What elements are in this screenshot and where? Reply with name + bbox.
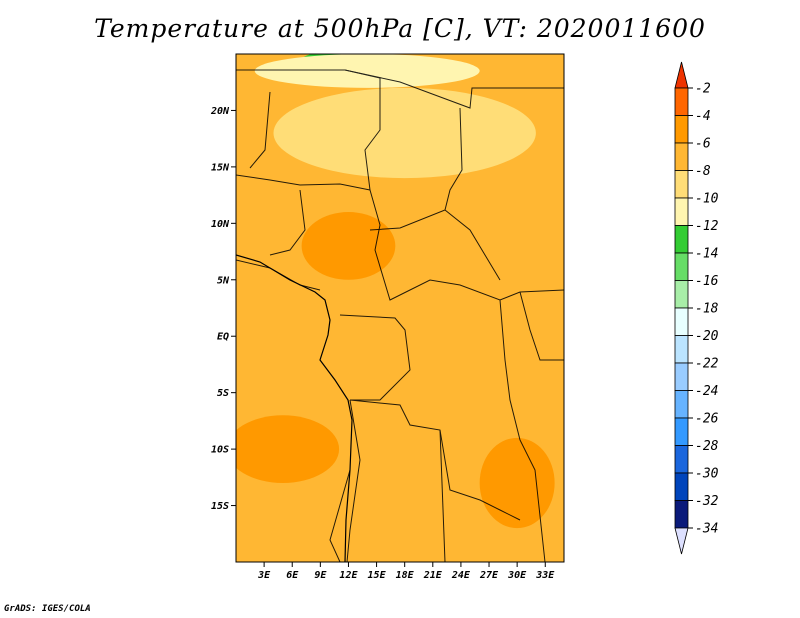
colorbar-box-3	[674, 170, 689, 199]
colorbar-label-14: -30	[695, 467, 719, 482]
map-frame	[235, 53, 565, 563]
colorbar-label-16: -34	[695, 522, 718, 537]
x-tick-label-6: 21E	[423, 570, 443, 581]
region-2	[273, 87, 536, 179]
colorbar-box-12	[674, 417, 689, 446]
colorbar-box-6	[674, 252, 689, 281]
x-tick-label-10: 33E	[535, 570, 555, 581]
x-tick-label-8: 27E	[479, 570, 499, 581]
colorbar-box-5	[674, 225, 689, 254]
colorbar-box-15	[674, 500, 689, 529]
grads-credit: GrADS: IGES/COLA	[4, 604, 91, 614]
colorbar-box-13	[674, 445, 689, 474]
y-tick-label-0: 20N	[210, 106, 230, 117]
y-tick-label-3: 5N	[217, 275, 230, 286]
colorbar-label-10: -22	[695, 357, 719, 372]
colorbar-label-2: -6	[695, 137, 711, 152]
country-borders	[236, 69, 564, 562]
colorbar-box-14	[674, 472, 689, 501]
colorbar-label-13: -28	[695, 439, 719, 454]
y-tick-label-4: EQ	[217, 332, 229, 343]
colorbar-label-1: -4	[695, 109, 711, 124]
map-area	[235, 53, 565, 563]
colorbar-label-12: -26	[695, 412, 719, 427]
x-tick-label-1: 6E	[286, 570, 299, 581]
colorbar-box-9	[674, 335, 689, 364]
coastline	[236, 254, 353, 562]
colorbar-label-7: -16	[695, 274, 719, 289]
colorbar-top-arrow	[674, 61, 689, 89]
x-axis-ticks: 3E 6E 9E 12E 15E 18E 21E 24E 27E 30E 33E	[257, 562, 555, 581]
region-1	[254, 54, 480, 88]
colorbar-label-6: -14	[695, 247, 718, 262]
colorbar-box-1	[674, 115, 689, 144]
colorbar-label-5: -12	[695, 219, 719, 234]
colorbar-box-7	[674, 280, 689, 309]
colorbar-label-3: -8	[695, 164, 711, 179]
colorbar-label-4: -10	[695, 192, 719, 207]
colorbar-box-0	[674, 87, 689, 116]
temperature-regions	[236, 54, 555, 529]
y-tick-label-6: 10S	[211, 445, 229, 456]
x-tick-label-4: 15E	[368, 570, 387, 581]
colorbar-label-8: -18	[695, 302, 719, 317]
x-tick-label-2: 9E	[314, 570, 327, 581]
x-tick-label-5: 18E	[396, 570, 415, 581]
colorbar-box-10	[674, 362, 689, 391]
colorbar-box-4	[674, 197, 689, 226]
x-tick-label-3: 12E	[339, 570, 358, 581]
colorbar-box-2	[674, 142, 689, 171]
region-4	[236, 415, 340, 483]
x-tick-label-0: 3E	[257, 570, 271, 581]
colorbar-label-9: -20	[695, 329, 719, 344]
colorbar-label-0: -2	[695, 82, 711, 97]
colorbar-box-11	[674, 390, 689, 419]
region-5	[479, 437, 555, 529]
y-tick-label-5: 5S	[217, 388, 229, 399]
y-axis-ticks: 20N 15N 10N 5N EQ 5S 10S 15S	[210, 106, 236, 512]
y-tick-label-1: 15N	[211, 162, 230, 173]
x-tick-label-9: 30E	[507, 570, 527, 581]
region-3	[301, 212, 396, 280]
chart-title: Temperature at 500hPa [C], VT: 202001160…	[94, 14, 706, 43]
colorbar-bottom-arrow	[674, 527, 689, 555]
colorbar-label-11: -24	[695, 384, 718, 399]
y-tick-label-2: 10N	[211, 219, 230, 230]
x-tick-label-7: 24E	[451, 570, 471, 581]
y-tick-label-7: 15S	[211, 501, 229, 512]
colorbar-label-15: -32	[695, 494, 719, 509]
colorbar-box-8	[674, 307, 689, 336]
colorbar: -2 -4 -6 -8 -10 -12 -14 -16 -18 -20 -22 -24 -26 -28 -3…	[674, 61, 719, 555]
